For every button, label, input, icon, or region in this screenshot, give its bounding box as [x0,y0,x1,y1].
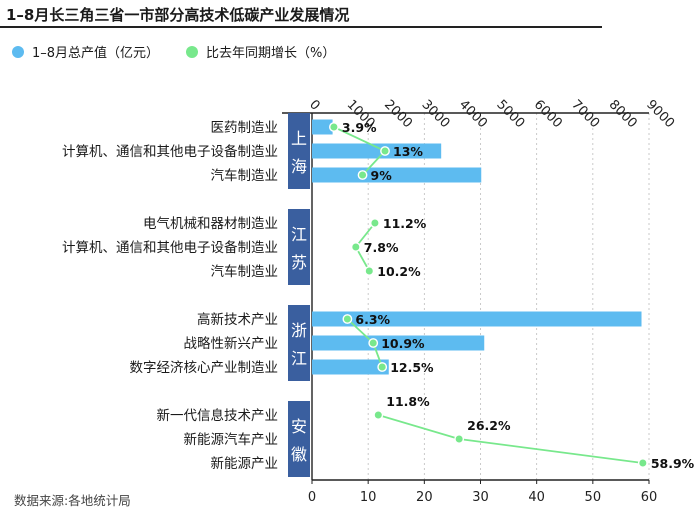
output-bar [312,311,642,327]
growth-data-label: 3.9% [342,120,377,135]
growth-data-label: 11.2% [383,216,427,231]
growth-point [370,218,380,228]
growth-data-label: 13% [393,144,423,159]
legend-swatch-output [12,45,24,58]
region-box [288,401,310,477]
category-label: 汽车制造业 [211,263,279,280]
region-box [288,305,310,381]
top-axis-tick-label: 3000 [419,97,453,131]
region-box [288,209,310,285]
output-bar [312,143,442,159]
growth-data-label: 26.2% [467,418,511,433]
category-label: 医药制造业 [211,120,279,136]
region-label: 江 [291,225,307,244]
category-label: 汽车制造业 [211,167,279,184]
growth-point [377,362,388,372]
bottom-axis-tick-label: 10 [360,490,377,505]
growth-point [329,122,339,132]
bottom-axis-tick-label: 20 [416,490,433,505]
top-axis-tick-label: 7000 [568,97,602,131]
category-label: 新能源汽车产业 [184,431,279,448]
bottom-axis-tick-label: 40 [528,490,545,505]
output-bar [312,119,333,135]
category-label: 战略性新兴产业 [184,336,279,352]
output-bar [312,167,482,183]
title-rule [0,26,602,28]
chart-title: 1–8月长三角三省一市部分高技术低碳产业发展情况 [6,6,350,24]
region-label: 苏 [291,253,307,272]
growth-data-label: 58.9% [651,456,695,471]
top-axis-tick-label: 5000 [493,97,527,131]
region-label: 徽 [291,445,307,464]
region-label: 浙 [291,321,307,340]
legend-swatch-growth [186,45,198,58]
category-label: 计算机、通信和其他电子设备制造业 [62,143,278,160]
growth-data-label: 11.8% [386,394,430,409]
category-label: 计算机、通信和其他电子设备制造业 [62,239,278,256]
region-label: 上 [291,129,307,148]
growth-data-label: 9% [371,168,393,183]
top-axis-tick-label: 8000 [606,97,640,131]
bottom-axis-tick-label: 50 [585,490,602,505]
growth-data-label: 12.5% [390,360,434,375]
growth-point [350,242,361,252]
region-label: 海 [291,157,307,176]
legend-item-output: 1–8月总产值（亿元） [12,42,159,61]
bottom-axis-tick-label: 30 [472,490,489,505]
category-label: 新一代信息技术产业 [157,407,279,424]
region-label: 江 [291,349,307,368]
legend-label-output: 1–8月总产值（亿元） [32,46,160,61]
top-axis-tick-label: 2000 [381,97,415,131]
output-bar [312,335,485,351]
growth-point [637,458,648,468]
output-bar [312,359,389,375]
growth-data-label: 7.8% [364,240,399,255]
bottom-axis-tick-label: 60 [641,490,658,505]
growth-point [373,410,384,420]
top-axis-tick-label: 6000 [531,97,565,131]
region-box [288,113,310,189]
top-axis-tick-label: 4000 [456,97,490,131]
growth-data-label: 6.3% [355,312,390,327]
growth-point [364,266,375,276]
legend-label-growth: 比去年同期增长（%） [206,46,336,61]
growth-data-label: 10.9% [381,336,425,351]
category-label: 高新技术产业 [197,311,278,328]
category-label: 电气机械和器材制造业 [143,216,278,232]
top-axis-tick-label: 9000 [643,97,677,131]
region-label: 安 [291,417,307,436]
category-label: 新能源产业 [211,456,279,472]
growth-point [454,434,465,444]
data-source: 数据来源:各地统计局 [14,493,131,508]
top-axis-tick-label: 0 [306,97,322,113]
growth-point [357,170,368,180]
growth-point [342,314,353,324]
legend-item-growth: 比去年同期增长（%） [186,42,335,61]
category-label: 数字经济核心产业制造业 [130,360,279,376]
growth-line [378,414,643,464]
growth-point [380,146,390,156]
growth-point [368,338,379,348]
growth-data-label: 10.2% [377,264,421,279]
bottom-axis-tick-label: 0 [308,490,316,505]
